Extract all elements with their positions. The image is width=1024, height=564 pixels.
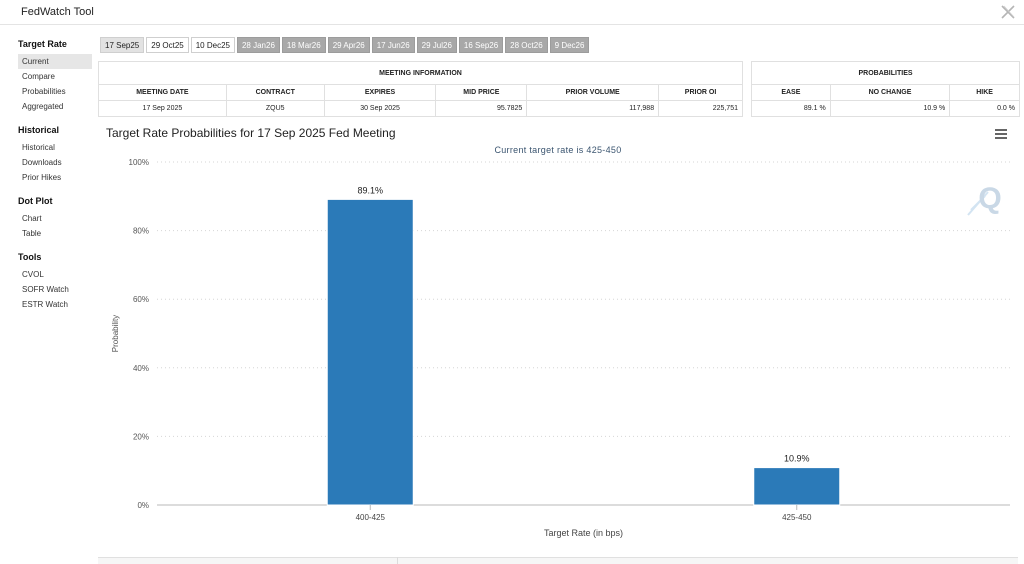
sidebar-item-historical[interactable]: Historical (22, 143, 55, 152)
sidebar-group: Tools CVOL SOFR Watch ESTR Watch (18, 251, 92, 312)
sidebar-item-table[interactable]: Table (22, 229, 42, 238)
sidebar-item-current[interactable]: Current (18, 54, 92, 69)
col-contract: CONTRACT (225, 84, 325, 101)
sidebar-item-downloads[interactable]: Downloads (22, 158, 62, 167)
y-tick-label: 80% (133, 227, 149, 236)
col-no-change: NO CHANGE (829, 84, 951, 101)
meeting-tab[interactable]: 17 Jun26 (371, 37, 415, 53)
bar-data-label: 10.9% (784, 454, 810, 464)
sidebar-item-sofr-watch[interactable]: SOFR Watch (22, 285, 69, 294)
meeting-tab[interactable]: 28 Jan26 (236, 37, 280, 53)
col-prior-volume: PRIOR VOLUME (526, 84, 660, 101)
chart-subtitle: Current target rate is 425-450 (494, 145, 622, 155)
meeting-tab[interactable]: 10 Dec25 (190, 37, 235, 53)
probabilities-heading: PROBABILITIES (751, 61, 1020, 85)
meeting-tab[interactable]: 16 Sep26 (458, 37, 504, 53)
meeting-tab[interactable]: 28 Oct26 (505, 37, 548, 53)
x-tick-label: 400-425 (356, 513, 386, 522)
chart-panel: Target Rate Probabilities for 17 Sep 202… (98, 120, 1018, 555)
bar-data-label: 89.1% (357, 185, 383, 195)
y-tick-label: 40% (133, 364, 149, 373)
sidebar-item-aggregated[interactable]: Aggregated (22, 102, 64, 111)
meeting-information-header-row: MEETING DATE CONTRACT EXPIRES MID PRICE … (98, 84, 743, 101)
sidebar-item-prior-hikes[interactable]: Prior Hikes (22, 173, 62, 182)
sidebar-nav: Target Rate Current Compare Probabilities Ag… (18, 38, 92, 322)
hike-value: 0.0 % (949, 100, 1020, 117)
footer-divider (397, 557, 398, 564)
mid-price-value: 95.7825 (435, 100, 528, 117)
no-change-value: 10.9 % (829, 100, 951, 117)
sidebar-item-probabilities[interactable]: Probabilities (22, 87, 66, 96)
meeting-information-table: MEETING INFORMATION MEETING DATE CONTRAC… (98, 61, 743, 117)
y-tick-label: 60% (133, 295, 149, 304)
x-tick-label: 425-450 (782, 513, 812, 522)
probabilities-header-row: EASE NO CHANGE HIKE (751, 84, 1020, 101)
sidebar-heading: Target Rate (18, 39, 67, 49)
col-expires: EXPIRES (323, 84, 437, 101)
col-hike: HIKE (949, 84, 1020, 101)
chart-title: Target Rate Probabilities for 17 Sep 202… (106, 126, 396, 140)
y-axis-title: Probability (111, 315, 120, 352)
meeting-date-value: 17 Sep 2025 (98, 100, 227, 117)
sidebar-group: Target Rate Current Compare Probabilities Ag… (18, 38, 92, 114)
col-prior-oi: PRIOR OI (658, 84, 743, 101)
col-mid-price: MID PRICE (435, 84, 528, 101)
app-title: FedWatch Tool (21, 6, 94, 18)
ease-value: 89.1 % (751, 100, 831, 117)
x-axis-title: Target Rate (in bps) (544, 528, 623, 538)
sidebar-group: Dot Plot Chart Table (18, 195, 92, 241)
sidebar-group: Historical Historical Downloads Prior Hikes (18, 124, 92, 185)
meeting-tab[interactable]: 9 Dec26 (549, 37, 590, 53)
y-tick-label: 100% (129, 158, 149, 167)
bar (326, 198, 414, 506)
meeting-information-heading: MEETING INFORMATION (98, 61, 743, 85)
meeting-tab[interactable]: 29 Apr26 (327, 37, 370, 53)
prior-oi-value: 225,751 (658, 100, 743, 117)
meeting-tab[interactable]: 29 Oct25 (146, 37, 189, 53)
chart-menu-icon[interactable] (995, 129, 1007, 139)
sidebar-heading: Tools (18, 252, 42, 262)
meeting-tab[interactable]: 17 Sep25 (100, 37, 145, 53)
sidebar-item-estr-watch[interactable]: ESTR Watch (22, 300, 68, 309)
sidebar-item-cvol[interactable]: CVOL (22, 270, 44, 279)
title-bar: FedWatch Tool (0, 0, 1024, 25)
meeting-tab[interactable]: 29 Jul26 (416, 37, 457, 53)
y-tick-label: 20% (133, 432, 149, 441)
watermark-logo: Q (978, 182, 1001, 215)
col-meeting-date: MEETING DATE (98, 84, 227, 101)
contract-value: ZQU5 (225, 100, 325, 117)
y-tick-label: 0% (137, 501, 149, 510)
bar (753, 467, 841, 506)
meeting-date-tabs: 17 Sep25 29 Oct25 10 Dec25 28 Jan26 18 Mar26… (100, 37, 591, 54)
sidebar-heading: Dot Plot (18, 196, 53, 206)
col-ease: EASE (751, 84, 831, 101)
table-row: 89.1 % 10.9 % 0.0 % (751, 100, 1020, 117)
probabilities-table: PROBABILITIES EASE NO CHANGE HIKE 89.1 %… (751, 61, 1020, 117)
probability-bar-chart: 0% 20% 40% 60% 80% 100% 89.1% 400-425 10.9% 425-4… (111, 158, 1010, 538)
sidebar-heading: Historical (18, 125, 60, 135)
watermark-streak (967, 191, 989, 216)
footer-bar (98, 557, 1018, 564)
table-row: 17 Sep 2025 ZQU5 30 Sep 2025 95.7825 117… (98, 100, 743, 117)
sidebar-item-chart[interactable]: Chart (22, 214, 42, 223)
sidebar-item-compare[interactable]: Compare (22, 72, 55, 81)
expires-value: 30 Sep 2025 (323, 100, 437, 117)
close-icon[interactable] (1000, 4, 1016, 20)
prior-volume-value: 117,988 (526, 100, 660, 117)
meeting-tab[interactable]: 18 Mar26 (281, 37, 326, 53)
